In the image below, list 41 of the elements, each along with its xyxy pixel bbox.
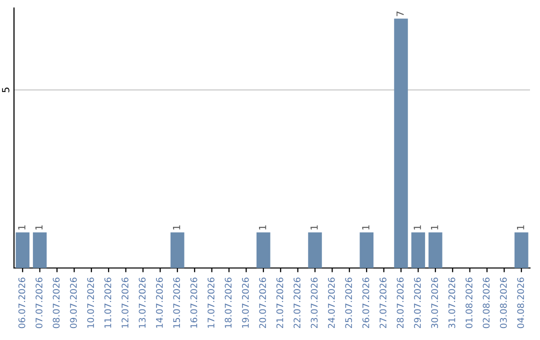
x-tick-label: 08.07.2026	[52, 278, 60, 328]
data-label: 1	[430, 225, 438, 230]
data-label: 1	[258, 225, 266, 230]
x-tick-label: 19.07.2026	[242, 278, 249, 328]
x-tick-label: 26.07.2026	[362, 278, 370, 328]
x-tick-label: 29.07.2026	[414, 278, 421, 328]
x-tick-label: 31.07.2026	[448, 278, 456, 328]
x-tick-label: 25.07.2026	[345, 278, 352, 328]
x-tick-label: 18.07.2026	[224, 278, 232, 328]
x-tick-label: 01.08.2026	[466, 278, 472, 328]
x-tick-label: 17.07.2026	[208, 278, 214, 328]
x-tick-label: 03.08.2026	[500, 278, 507, 328]
x-tick-label: 23.07.2026	[310, 278, 318, 328]
x-tick-label: 21.07.2026	[276, 278, 284, 328]
data-label: 7	[396, 12, 404, 16]
x-tick-label: 15.07.2026	[173, 278, 180, 328]
x-tick-label: 30.07.2026	[431, 278, 438, 328]
data-label: 1	[172, 225, 180, 230]
x-tick-label: 06.07.2026	[18, 278, 26, 328]
x-tick-label: 02.08.2026	[482, 278, 490, 328]
x-tick-label: 27.07.2026	[380, 278, 386, 328]
x-tick-label: 22.07.2026	[294, 278, 300, 328]
x-tick-label: 07.07.2026	[36, 278, 42, 328]
y-tick-label: 5	[2, 88, 10, 92]
x-tick-label: 28.07.2026	[396, 278, 404, 328]
x-tick-label: 13.07.2026	[138, 278, 146, 328]
data-label: 1	[362, 225, 370, 230]
x-tick-label: 20.07.2026	[259, 278, 266, 328]
x-tick-label: 16.07.2026	[190, 278, 198, 328]
x-tick-label: 11.07.2026	[104, 278, 112, 328]
data-label: 1	[516, 225, 524, 230]
data-label: 1	[35, 225, 42, 230]
data-label: 1	[310, 225, 318, 230]
data-label: 1	[414, 225, 421, 230]
x-tick-label: 09.07.2026	[70, 278, 77, 328]
data-label: 1	[18, 225, 26, 230]
x-tick-label: 14.07.2026	[156, 278, 163, 328]
x-tick-label: 24.07.2026	[328, 278, 335, 328]
x-tick-label: 04.08.2026	[517, 278, 524, 328]
x-tick-label: 10.07.2026	[87, 278, 94, 328]
x-tick-label: 12.07.2026	[122, 278, 128, 328]
